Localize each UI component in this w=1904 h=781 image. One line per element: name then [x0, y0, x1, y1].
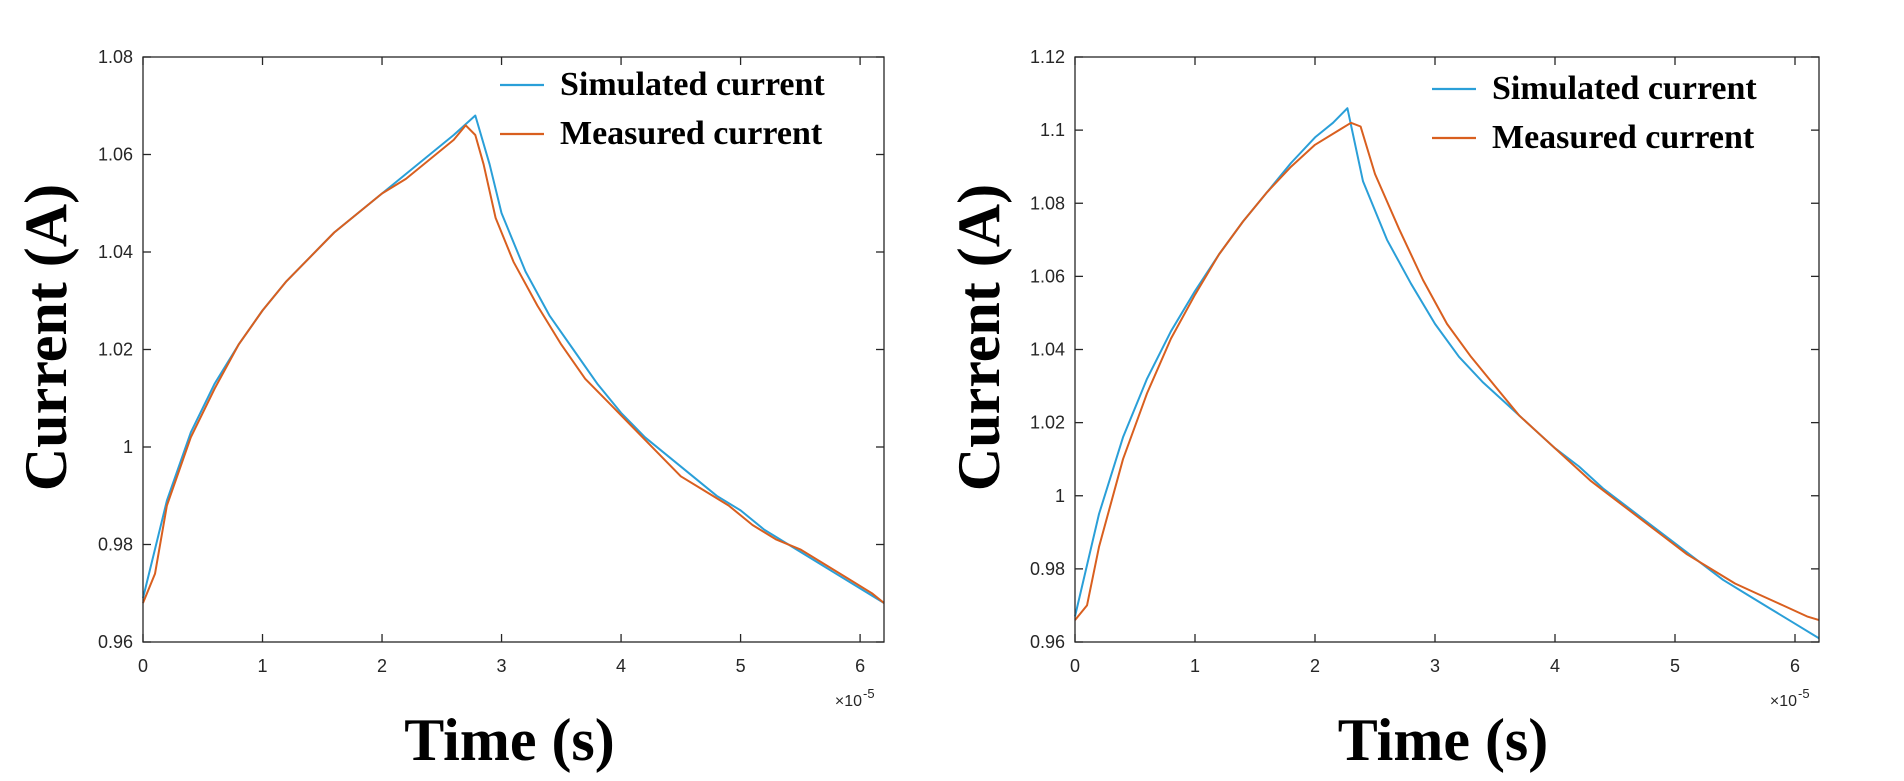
series-lines [142, 114, 885, 604]
x-tick-label: 6 [855, 656, 865, 676]
y-tick-label: 1.02 [1030, 413, 1065, 433]
legend-label-simulated: Simulated current [560, 66, 825, 103]
x-axis-exponent: ×10 [1770, 693, 1797, 710]
x-tick-label: 2 [1310, 656, 1320, 676]
x-tick-label: 5 [736, 656, 746, 676]
y-tick-label: 0.96 [98, 632, 133, 652]
y-tick-label: 1.06 [1030, 266, 1065, 286]
y-tick-label: 1.06 [98, 145, 133, 165]
x-tick-label: 5 [1670, 656, 1680, 676]
x-axis-exponent: ×10 [835, 693, 862, 710]
y-tick-label: 1 [1055, 486, 1065, 506]
y-tick-label: 1.08 [1030, 193, 1065, 213]
right-chart: 0 1 2 3 4 5 6 0.96 0.98 1 1.02 1.04 1.06 1.08 1.1 1.12 ×… [946, 47, 1820, 773]
x-tick-label: 2 [377, 656, 387, 676]
left-chart: 0 1 2 3 4 5 6 0.96 0.98 1 1.02 1.04 1.06 1.08 ×10 -5 Tim… [13, 47, 885, 773]
legend-label-measured: Measured current [1492, 119, 1755, 156]
x-tick-label: 3 [497, 656, 507, 676]
y-axis-title: Current (A) [13, 184, 79, 491]
x-axis-title: Time (s) [404, 707, 615, 773]
x-tick-label: 3 [1430, 656, 1440, 676]
x-axis-exponent-power: -5 [863, 686, 875, 701]
measured-current-line [1074, 121, 1820, 622]
x-tick-label: 1 [1190, 656, 1200, 676]
x-axis-title: Time (s) [1338, 707, 1549, 773]
y-tick-label: 1.02 [98, 340, 133, 360]
y-tick-label: 1.04 [98, 242, 133, 262]
y-tick-label: 1.1 [1040, 120, 1065, 140]
y-tick-label: 1.08 [98, 47, 133, 67]
y-tick-label: 0.96 [1030, 632, 1065, 652]
x-tick-label: 4 [1550, 656, 1560, 676]
x-tick-label: 4 [616, 656, 626, 676]
y-axis-title: Current (A) [946, 184, 1012, 491]
x-tick-label: 1 [258, 656, 268, 676]
y-tick-label: 1.04 [1030, 340, 1065, 360]
x-tick-label: 0 [138, 656, 148, 676]
measured-current-line [142, 124, 885, 604]
series-lines [1074, 107, 1820, 640]
x-tick-label: 6 [1790, 656, 1800, 676]
legend-label-measured: Measured current [560, 115, 823, 152]
y-tick-label: 0.98 [98, 535, 133, 555]
simulated-current-line [1074, 107, 1820, 640]
y-tick-label: 0.98 [1030, 559, 1065, 579]
y-tick-label: 1 [123, 437, 133, 457]
legend-label-simulated: Simulated current [1492, 70, 1757, 107]
simulated-current-line [142, 114, 885, 604]
x-tick-label: 0 [1070, 656, 1080, 676]
y-tick-label: 1.12 [1030, 47, 1065, 67]
x-axis-exponent-power: -5 [1798, 686, 1810, 701]
